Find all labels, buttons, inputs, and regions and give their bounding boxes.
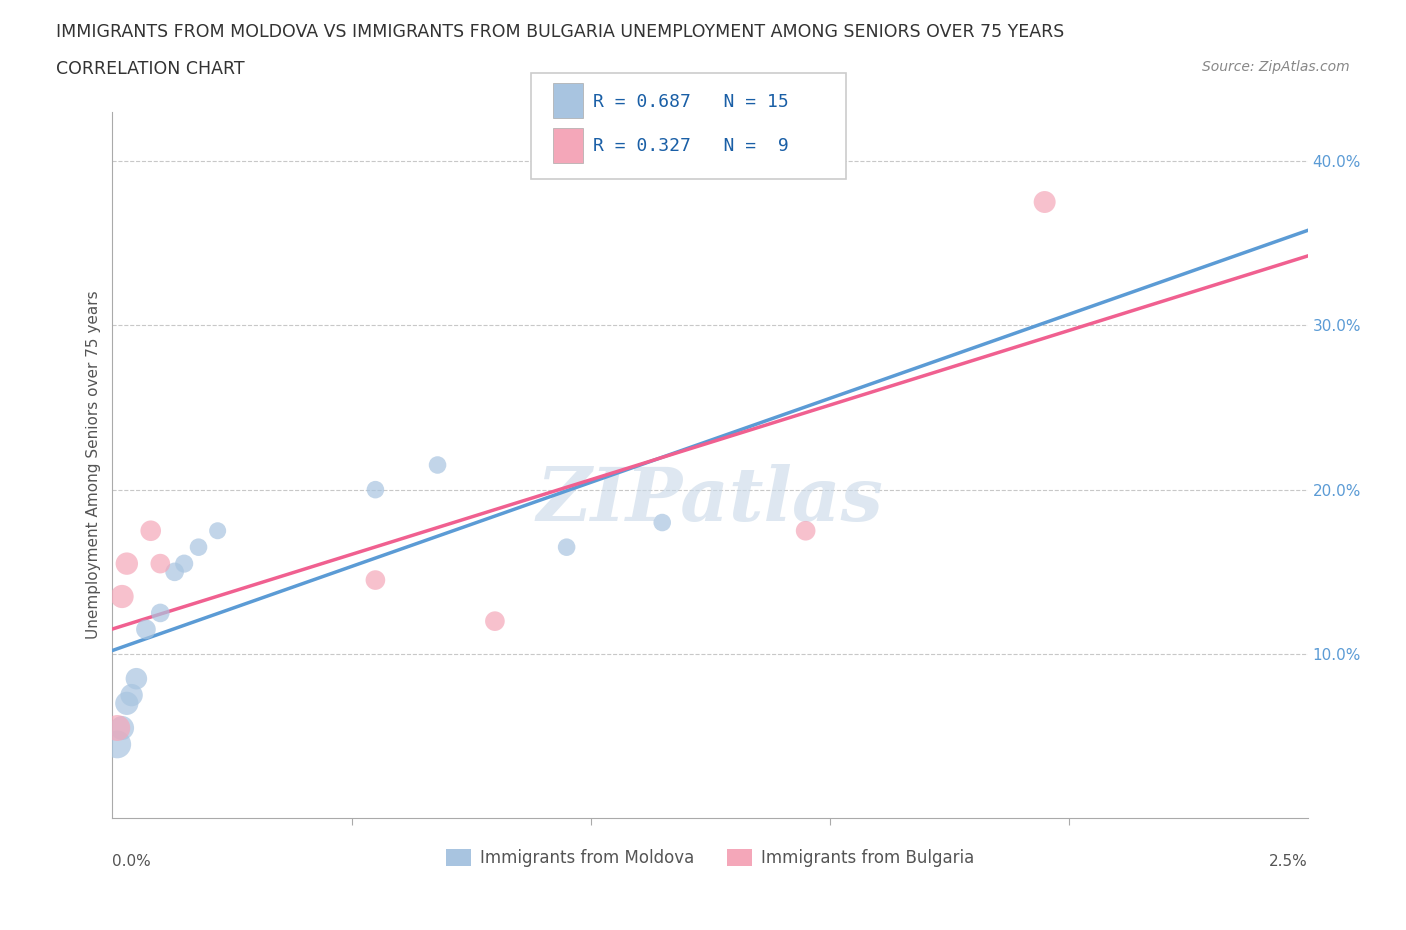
Text: Source: ZipAtlas.com: Source: ZipAtlas.com bbox=[1202, 60, 1350, 74]
Point bbox=[149, 556, 172, 571]
Point bbox=[115, 696, 138, 711]
Point bbox=[125, 671, 148, 686]
Point bbox=[207, 524, 229, 538]
Legend: Immigrants from Moldova, Immigrants from Bulgaria: Immigrants from Moldova, Immigrants from… bbox=[440, 843, 980, 873]
Point bbox=[173, 556, 195, 571]
Point bbox=[426, 458, 449, 472]
Text: 2.5%: 2.5% bbox=[1268, 854, 1308, 869]
Point bbox=[105, 721, 128, 736]
Point bbox=[105, 737, 128, 751]
Point bbox=[139, 524, 162, 538]
Point bbox=[111, 721, 134, 736]
Y-axis label: Unemployment Among Seniors over 75 years: Unemployment Among Seniors over 75 years bbox=[86, 291, 101, 639]
Point bbox=[163, 565, 186, 579]
Point bbox=[1033, 194, 1056, 209]
Text: ZIPatlas: ZIPatlas bbox=[537, 464, 883, 537]
Point bbox=[149, 605, 172, 620]
Text: 0.0%: 0.0% bbox=[112, 854, 152, 869]
Text: CORRELATION CHART: CORRELATION CHART bbox=[56, 60, 245, 78]
Point bbox=[364, 573, 387, 588]
Text: IMMIGRANTS FROM MOLDOVA VS IMMIGRANTS FROM BULGARIA UNEMPLOYMENT AMONG SENIORS O: IMMIGRANTS FROM MOLDOVA VS IMMIGRANTS FR… bbox=[56, 23, 1064, 41]
Point bbox=[794, 524, 817, 538]
Text: R = 0.687   N = 15: R = 0.687 N = 15 bbox=[593, 93, 789, 111]
Point bbox=[484, 614, 506, 629]
Point bbox=[111, 589, 134, 604]
Point bbox=[364, 483, 387, 498]
Point bbox=[121, 687, 143, 702]
Point bbox=[115, 556, 138, 571]
Point bbox=[555, 539, 578, 554]
Text: R = 0.327   N =  9: R = 0.327 N = 9 bbox=[593, 137, 789, 155]
Point bbox=[651, 515, 673, 530]
Point bbox=[135, 622, 157, 637]
Point bbox=[187, 539, 209, 554]
